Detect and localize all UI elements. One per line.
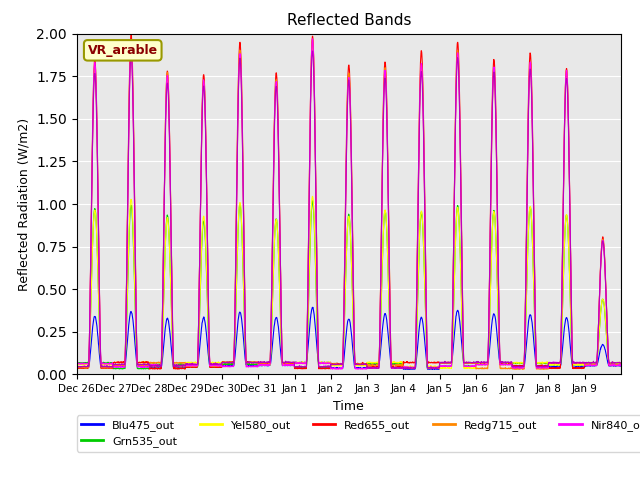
Nir945_out [508, 359, 515, 365]
Yel580_out [376, 324, 384, 330]
Nir945_out [570, 360, 577, 366]
Grn535_out [570, 362, 577, 368]
Grn535_out [377, 317, 385, 323]
Nir945_out [225, 360, 232, 365]
Yel580_out [365, 360, 372, 365]
Red655_out [181, 366, 189, 372]
Blu475_out [404, 366, 412, 372]
Y-axis label: Reflected Radiation (W/m2): Reflected Radiation (W/m2) [18, 118, 31, 290]
Grn535_out [617, 360, 625, 366]
Redg715_out [376, 294, 384, 300]
Red655_out [508, 362, 515, 368]
Redg715_out [507, 365, 515, 371]
Line: Redg715_out: Redg715_out [77, 39, 621, 369]
Line: Red655_out: Red655_out [77, 35, 621, 369]
Grn535_out [309, 198, 317, 204]
Blu475_out [225, 362, 232, 368]
Nir840_out [362, 366, 369, 372]
Nir840_out [73, 361, 81, 367]
Red655_out [617, 363, 625, 369]
Nir840_out [365, 365, 372, 371]
Grn535_out [73, 360, 81, 366]
Nir945_out [73, 364, 81, 370]
Nir840_out [617, 362, 625, 368]
Yel580_out [584, 360, 592, 366]
Nir840_out [570, 360, 577, 366]
Blu475_out [570, 364, 577, 370]
Legend: Blu475_out, Grn535_out, Yel580_out, Red655_out, Redg715_out, Nir840_out, Nir945_: Blu475_out, Grn535_out, Yel580_out, Red6… [77, 415, 640, 452]
Nir945_out [584, 360, 592, 365]
Red655_out [377, 277, 385, 283]
Title: Reflected Bands: Reflected Bands [287, 13, 411, 28]
Yel580_out [617, 360, 625, 366]
Grn535_out [145, 366, 153, 372]
Line: Yel580_out: Yel580_out [77, 196, 621, 369]
Line: Nir945_out: Nir945_out [77, 51, 621, 368]
Line: Nir840_out: Nir840_out [77, 39, 621, 369]
Grn535_out [225, 360, 232, 366]
Redg715_out [365, 362, 372, 368]
X-axis label: Time: Time [333, 400, 364, 413]
Yel580_out [225, 360, 232, 365]
Nir840_out [508, 361, 515, 367]
Grn535_out [365, 360, 372, 366]
Red655_out [570, 365, 577, 371]
Blu475_out [365, 361, 372, 367]
Redg715_out [309, 36, 317, 42]
Grn535_out [584, 360, 592, 366]
Nir840_out [584, 362, 592, 368]
Blu475_out [584, 363, 592, 369]
Yel580_out [73, 362, 81, 368]
Text: VR_arable: VR_arable [88, 44, 158, 57]
Nir840_out [377, 280, 385, 286]
Red655_out [584, 363, 592, 369]
Yel580_out [570, 361, 577, 367]
Yel580_out [308, 193, 316, 199]
Blu475_out [308, 304, 316, 310]
Red655_out [73, 365, 81, 371]
Nir840_out [225, 363, 232, 369]
Redg715_out [516, 366, 524, 372]
Red655_out [365, 364, 372, 370]
Line: Blu475_out: Blu475_out [77, 307, 621, 369]
Line: Grn535_out: Grn535_out [77, 201, 621, 369]
Redg715_out [617, 361, 625, 367]
Yel580_out [508, 361, 515, 367]
Nir840_out [308, 36, 316, 42]
Blu475_out [508, 360, 515, 366]
Redg715_out [584, 361, 592, 367]
Redg715_out [225, 360, 232, 366]
Nir945_out [365, 365, 372, 371]
Grn535_out [508, 360, 515, 366]
Redg715_out [73, 364, 81, 370]
Red655_out [127, 32, 135, 38]
Nir945_out [309, 48, 317, 54]
Blu475_out [73, 364, 81, 370]
Red655_out [225, 360, 233, 365]
Nir945_out [617, 360, 625, 366]
Nir945_out [376, 299, 384, 304]
Yel580_out [465, 366, 473, 372]
Redg715_out [570, 360, 577, 366]
Blu475_out [376, 350, 384, 356]
Blu475_out [617, 363, 625, 369]
Nir945_out [400, 365, 408, 371]
